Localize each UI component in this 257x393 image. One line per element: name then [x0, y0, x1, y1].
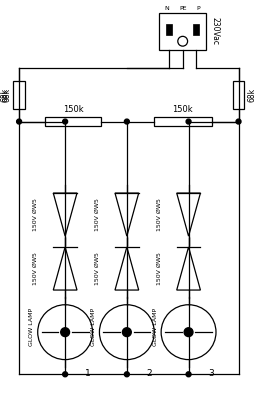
Circle shape — [38, 305, 93, 360]
Text: 150V ØW5: 150V ØW5 — [157, 198, 162, 231]
Circle shape — [63, 372, 68, 377]
Text: 3: 3 — [208, 369, 214, 378]
Bar — [159, 13, 206, 50]
Circle shape — [186, 119, 191, 124]
Text: 150V ØW5: 150V ØW5 — [33, 252, 38, 285]
Text: 1: 1 — [85, 369, 90, 378]
Text: 68k: 68k — [248, 88, 257, 102]
Text: GLOW LAMP: GLOW LAMP — [29, 308, 34, 346]
Circle shape — [124, 372, 129, 377]
Text: 68k: 68k — [1, 88, 10, 102]
Text: 2: 2 — [146, 369, 152, 378]
Text: PE: PE — [179, 6, 186, 11]
Bar — [154, 117, 212, 127]
Polygon shape — [53, 193, 77, 236]
Bar — [13, 81, 25, 108]
Polygon shape — [177, 193, 200, 236]
Text: GLOW LAMP: GLOW LAMP — [91, 308, 96, 346]
Polygon shape — [115, 247, 139, 290]
Bar — [194, 24, 199, 35]
Text: 150V ØW5: 150V ØW5 — [95, 252, 100, 285]
Circle shape — [178, 36, 188, 46]
Text: 230Vac: 230Vac — [210, 17, 219, 46]
Text: P: P — [197, 6, 200, 11]
Text: 150k: 150k — [172, 105, 193, 114]
Bar — [233, 81, 244, 108]
Text: N: N — [165, 6, 169, 11]
Circle shape — [63, 119, 68, 124]
Polygon shape — [177, 247, 200, 290]
Circle shape — [61, 328, 70, 336]
Polygon shape — [53, 247, 77, 290]
Polygon shape — [115, 193, 139, 236]
Circle shape — [186, 372, 191, 377]
Text: 150V ØW5: 150V ØW5 — [95, 198, 100, 231]
Circle shape — [17, 119, 22, 124]
Text: 150V ØW5: 150V ØW5 — [157, 252, 162, 285]
Circle shape — [122, 328, 131, 336]
Circle shape — [124, 119, 129, 124]
Circle shape — [161, 305, 216, 360]
Bar — [166, 24, 172, 35]
Circle shape — [236, 119, 241, 124]
Text: 68k: 68k — [3, 88, 12, 102]
Bar — [45, 117, 101, 127]
Text: 150k: 150k — [63, 105, 83, 114]
Circle shape — [99, 305, 154, 360]
Circle shape — [184, 328, 193, 336]
Text: 150V ØW5: 150V ØW5 — [33, 198, 38, 231]
Text: GLOW LAMP: GLOW LAMP — [153, 308, 158, 346]
